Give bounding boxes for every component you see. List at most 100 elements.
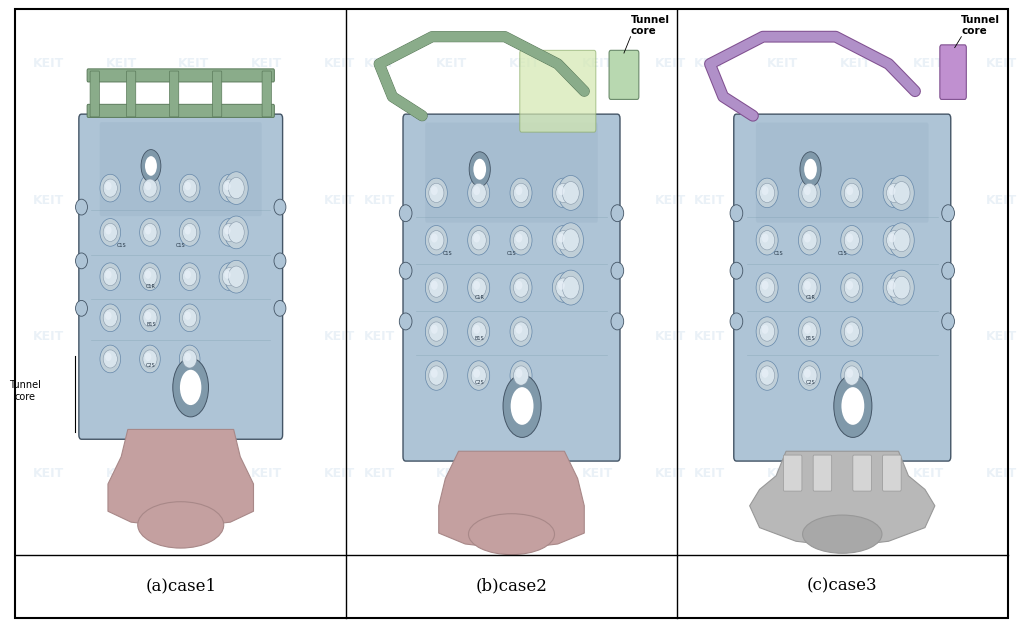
Ellipse shape [100, 304, 121, 332]
Ellipse shape [105, 182, 112, 190]
Ellipse shape [759, 322, 774, 341]
Circle shape [503, 374, 541, 438]
Ellipse shape [179, 219, 199, 246]
Ellipse shape [182, 268, 196, 286]
Text: KEIT: KEIT [437, 330, 468, 343]
Ellipse shape [431, 233, 438, 243]
Ellipse shape [887, 231, 901, 250]
Ellipse shape [140, 174, 161, 202]
Circle shape [470, 152, 490, 187]
Text: KEIT: KEIT [324, 466, 355, 480]
Ellipse shape [846, 369, 853, 378]
Text: KEIT: KEIT [509, 194, 540, 207]
Text: C1R: C1R [146, 283, 155, 288]
Ellipse shape [431, 369, 438, 378]
Ellipse shape [514, 231, 529, 250]
Ellipse shape [844, 278, 859, 297]
Ellipse shape [798, 178, 820, 208]
Ellipse shape [103, 308, 118, 327]
Text: KEIT: KEIT [363, 58, 395, 70]
Ellipse shape [138, 502, 224, 548]
Ellipse shape [399, 313, 412, 330]
Ellipse shape [611, 313, 624, 330]
Polygon shape [108, 429, 254, 528]
Ellipse shape [846, 325, 853, 334]
Ellipse shape [759, 183, 774, 203]
Text: KEIT: KEIT [767, 330, 798, 343]
Ellipse shape [514, 322, 529, 341]
Ellipse shape [426, 317, 447, 346]
Ellipse shape [222, 223, 236, 241]
Ellipse shape [846, 233, 853, 243]
Ellipse shape [474, 281, 480, 290]
Ellipse shape [552, 273, 574, 302]
Ellipse shape [510, 226, 532, 255]
Text: KEIT: KEIT [840, 330, 872, 343]
Ellipse shape [222, 268, 236, 286]
Ellipse shape [105, 312, 112, 320]
Text: C1S: C1S [443, 251, 453, 256]
Text: KEIT: KEIT [695, 330, 725, 343]
Ellipse shape [468, 273, 490, 302]
Ellipse shape [184, 270, 191, 279]
Ellipse shape [555, 278, 571, 297]
Circle shape [800, 152, 821, 187]
Ellipse shape [76, 300, 87, 316]
Ellipse shape [893, 229, 910, 251]
Text: KEIT: KEIT [913, 330, 944, 343]
Ellipse shape [798, 273, 820, 302]
Ellipse shape [399, 262, 412, 279]
Circle shape [474, 159, 486, 180]
Ellipse shape [228, 177, 244, 199]
Ellipse shape [228, 222, 244, 243]
Text: Tunnel
core: Tunnel core [962, 15, 1000, 36]
Ellipse shape [841, 361, 862, 390]
Ellipse shape [429, 278, 444, 297]
Ellipse shape [846, 281, 853, 290]
FancyBboxPatch shape [813, 455, 832, 491]
Ellipse shape [184, 226, 191, 234]
Ellipse shape [431, 281, 438, 290]
Ellipse shape [889, 233, 895, 243]
Ellipse shape [224, 172, 249, 204]
Ellipse shape [559, 223, 583, 258]
Ellipse shape [145, 270, 151, 279]
Text: KEIT: KEIT [509, 58, 540, 70]
Ellipse shape [761, 281, 768, 290]
FancyBboxPatch shape [170, 71, 179, 117]
Ellipse shape [611, 262, 624, 279]
Ellipse shape [841, 178, 862, 208]
Text: C2S: C2S [806, 380, 815, 385]
FancyBboxPatch shape [213, 71, 222, 117]
Ellipse shape [145, 352, 151, 361]
Ellipse shape [510, 361, 532, 390]
Text: KEIT: KEIT [913, 466, 944, 480]
Ellipse shape [761, 369, 768, 378]
Ellipse shape [759, 366, 774, 385]
Ellipse shape [730, 313, 743, 330]
Text: KEIT: KEIT [582, 330, 613, 343]
Ellipse shape [844, 366, 859, 385]
Ellipse shape [804, 281, 811, 290]
Text: KEIT: KEIT [767, 58, 798, 70]
Ellipse shape [468, 226, 490, 255]
Polygon shape [439, 451, 584, 549]
Text: B1S: B1S [475, 336, 485, 341]
Ellipse shape [559, 176, 583, 211]
Circle shape [510, 387, 534, 425]
Text: C2S: C2S [475, 380, 485, 385]
Ellipse shape [219, 263, 239, 290]
Text: KEIT: KEIT [324, 330, 355, 343]
Ellipse shape [182, 223, 196, 241]
Text: KEIT: KEIT [582, 194, 613, 207]
Ellipse shape [756, 226, 779, 255]
Text: KEIT: KEIT [178, 466, 210, 480]
Ellipse shape [224, 270, 230, 279]
Ellipse shape [468, 361, 490, 390]
Text: C1S: C1S [176, 243, 185, 248]
Ellipse shape [182, 179, 196, 197]
Ellipse shape [883, 273, 905, 302]
Text: KEIT: KEIT [251, 194, 282, 207]
Ellipse shape [552, 178, 574, 208]
Ellipse shape [426, 226, 447, 255]
